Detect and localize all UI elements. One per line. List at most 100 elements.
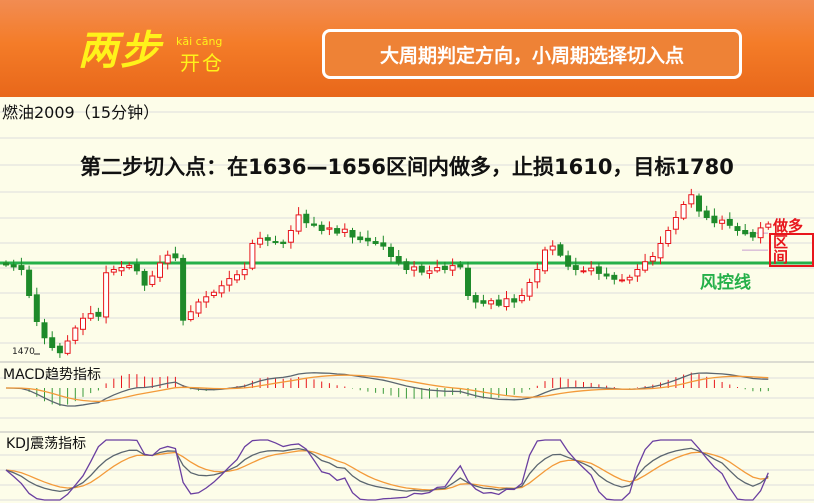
candle-up — [634, 269, 641, 277]
candle-up — [149, 275, 156, 285]
candle-up — [411, 266, 418, 271]
logo-pinyin: kāi cāng — [176, 35, 223, 48]
candle-down — [26, 269, 33, 296]
low-price-label: 1470 — [12, 347, 35, 357]
candle-up — [64, 340, 71, 354]
candle-down — [572, 265, 579, 271]
candle-down — [272, 241, 279, 244]
candle-up — [449, 265, 456, 271]
kdj-j-line — [5, 439, 769, 501]
candle-up — [210, 291, 217, 296]
candle-up — [765, 223, 772, 228]
candle-up — [118, 267, 125, 272]
candle-up — [657, 243, 664, 259]
macd-label: MACD趋势指标 — [3, 367, 101, 383]
candle-down — [495, 299, 502, 306]
candle-down — [95, 311, 102, 317]
candle-up — [542, 249, 548, 272]
logo-subtitle: 开仓 — [180, 51, 224, 75]
candle-down — [403, 261, 410, 270]
long-annotation: 做多 — [773, 217, 804, 235]
candle-up — [87, 313, 94, 319]
candle-down — [734, 226, 741, 232]
candle-up — [218, 285, 225, 294]
candle-down — [349, 230, 356, 238]
candle-up — [241, 269, 248, 276]
candle-down — [441, 265, 448, 270]
candle-down — [611, 274, 618, 280]
candle-up — [157, 262, 163, 278]
candle-down — [388, 246, 394, 257]
candle-down — [457, 264, 464, 268]
candle-up — [341, 228, 348, 233]
candle-up — [80, 317, 86, 330]
logo: 两步 — [78, 27, 162, 74]
slogan-box: 大周期判定方向，小周期选择切入点 — [322, 29, 742, 79]
candle-up — [287, 230, 294, 243]
candle-down — [180, 257, 187, 321]
candle-up — [103, 272, 110, 318]
candle-down — [364, 237, 371, 242]
candle-down — [318, 224, 325, 232]
candle-down — [49, 337, 56, 348]
candle-up — [665, 230, 672, 244]
candle-down — [480, 300, 487, 304]
candle-up — [649, 256, 656, 262]
zone-annotation: 区间 — [769, 233, 814, 267]
candle-up — [757, 227, 764, 239]
candle-down — [726, 218, 733, 226]
candle-up — [187, 311, 194, 321]
candle-down — [395, 256, 402, 264]
candle-up — [626, 276, 633, 281]
candle-down — [357, 236, 364, 241]
candle-down — [472, 295, 479, 303]
risk-line-label: 风控线 — [700, 273, 751, 293]
candle-up — [526, 282, 533, 297]
candle-down — [465, 267, 471, 296]
candle-down — [711, 215, 718, 224]
candle-down — [133, 263, 140, 272]
candle-up — [203, 296, 210, 303]
candle-up — [110, 269, 117, 273]
chart-title: 燃油2009（15分钟） — [2, 103, 160, 122]
candle-up — [234, 274, 240, 281]
candle-up — [672, 217, 679, 230]
kdj-d-line — [5, 450, 769, 491]
candle-up — [249, 243, 256, 269]
candle-up — [534, 269, 541, 283]
candle-down — [264, 237, 271, 241]
candle-up — [326, 227, 333, 230]
candle-down — [696, 195, 702, 212]
candle-up — [688, 194, 695, 205]
candle-up — [257, 237, 264, 245]
candle-down — [557, 244, 564, 256]
candle-down — [703, 210, 710, 218]
candle-down — [595, 266, 602, 274]
candle-down — [56, 345, 63, 354]
candle-up — [164, 254, 171, 264]
kdj-label: KDJ震荡指标 — [6, 436, 87, 452]
candle-up — [619, 279, 625, 282]
candle-up — [295, 214, 302, 232]
candle-down — [380, 242, 387, 247]
candle-down — [18, 265, 25, 271]
candle-down — [749, 231, 756, 238]
candle-up — [126, 265, 133, 269]
kdj-k-line — [5, 447, 769, 493]
candle-down — [565, 255, 572, 267]
headline: 第二步切入点：在1636—1656区间内做多，止损1610，目标1780 — [80, 155, 734, 179]
candle-down — [418, 265, 425, 273]
candle-up — [588, 267, 595, 272]
candle-down — [33, 294, 40, 323]
candle-up — [518, 295, 525, 302]
candle-up — [549, 245, 556, 251]
header-banner: 两步 kāi cāng 开仓 大周期判定方向，小周期选择切入点 — [0, 0, 814, 97]
candle-down — [280, 241, 287, 244]
candle-up — [642, 261, 649, 271]
candle-down — [742, 230, 749, 235]
candle-down — [141, 270, 148, 286]
candle-up — [719, 219, 726, 224]
candle-up — [580, 270, 587, 273]
candle-up — [680, 204, 687, 219]
candle-down — [41, 322, 48, 339]
